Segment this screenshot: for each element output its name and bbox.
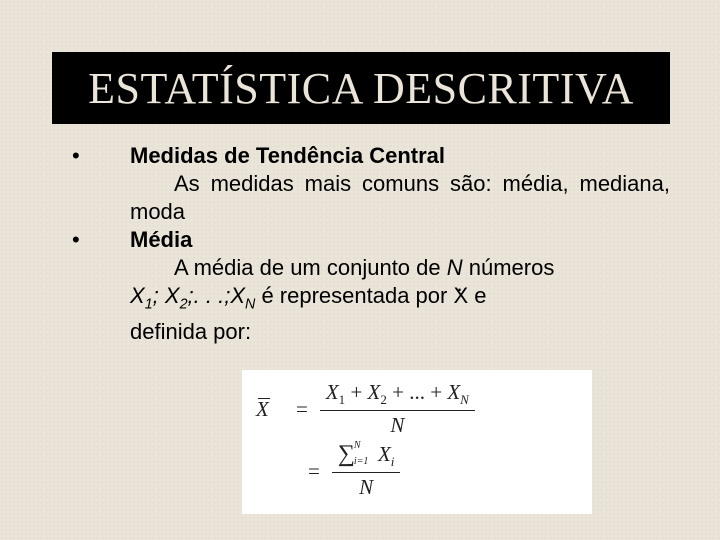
bullet-row-2: • Média A média de um conjunto de N núme…: [70, 226, 670, 346]
x-bar: X: [256, 397, 284, 422]
numerator-2: ∑ N i=1 Xi: [332, 442, 401, 472]
Xi-i: i: [391, 454, 395, 469]
seq-X2-X: X: [165, 283, 180, 308]
bullet-1: •: [70, 142, 130, 170]
section2-sequence-line: X1; X2;. . .;XN é representada por X e: [130, 282, 670, 318]
formula: X = X1 + X2 + ... + XN N = ∑ N: [256, 380, 578, 500]
n1-X1: X: [326, 380, 339, 404]
formula-row-2: = ∑ N i=1 Xi N: [296, 442, 578, 500]
intro-a: A média de um conjunto de: [174, 255, 447, 280]
denominator-1: N: [384, 411, 410, 438]
sigma-lower: i=1: [354, 452, 369, 472]
seq-X1-X: X: [130, 283, 145, 308]
equals-1: =: [296, 397, 308, 422]
section2-def: definida por:: [130, 318, 670, 346]
section1-heading: Medidas de Tendência Central: [130, 142, 670, 170]
seq-dots: ;. . .;: [188, 283, 231, 308]
n1-X2: X: [368, 380, 381, 404]
n1-sN: N: [460, 392, 469, 407]
n1-dots: + ... +: [387, 380, 447, 404]
section2-body: Média A média de um conjunto de N número…: [130, 226, 670, 346]
content-area: • Medidas de Tendência Central As medida…: [70, 142, 670, 346]
sigma-block: ∑ N i=1: [338, 444, 357, 464]
xbar-x: X: [256, 397, 269, 421]
section1-line1: As medidas mais comuns são: média, media…: [130, 170, 670, 226]
section2-heading: Média: [130, 226, 670, 254]
title-bar: ESTATÍSTICA DESCRITIVA: [52, 52, 670, 124]
section2-intro: A média de um conjunto de N números: [130, 254, 670, 282]
sigma-symbol: ∑ N i=1: [338, 444, 355, 464]
bullet-2: •: [70, 226, 130, 254]
seq-XN-s: N: [245, 296, 255, 312]
fraction-1: X1 + X2 + ... + XN N: [320, 380, 475, 438]
x-dot: X: [453, 282, 468, 310]
seq-sc1: ;: [153, 283, 165, 308]
numerator-1: X1 + X2 + ... + XN: [320, 380, 475, 410]
page-title: ESTATÍSTICA DESCRITIVA: [88, 63, 634, 114]
bar-line: [258, 398, 270, 399]
fraction-2: ∑ N i=1 Xi N: [332, 442, 401, 500]
equals-2: =: [308, 459, 320, 484]
intro-b: números: [463, 255, 555, 280]
seq-XN-X: X: [230, 283, 245, 308]
section1-body: Medidas de Tendência Central As medidas …: [130, 142, 670, 226]
seq-X2-s: 2: [180, 296, 188, 312]
seq-X1-s: 1: [145, 296, 153, 312]
denominator-2: N: [353, 473, 379, 500]
sigma-glyph: ∑: [338, 441, 355, 467]
n1-p1: +: [345, 380, 367, 404]
rep-a: é representada por: [255, 283, 453, 308]
formula-row-1: X = X1 + X2 + ... + XN N: [256, 380, 578, 438]
Xi-X: X: [378, 442, 391, 466]
rep-b: e: [468, 283, 486, 308]
formula-block: X = X1 + X2 + ... + XN N = ∑ N: [242, 370, 592, 514]
bullet-row-1: • Medidas de Tendência Central As medida…: [70, 142, 670, 226]
n1-XN: X: [447, 380, 460, 404]
